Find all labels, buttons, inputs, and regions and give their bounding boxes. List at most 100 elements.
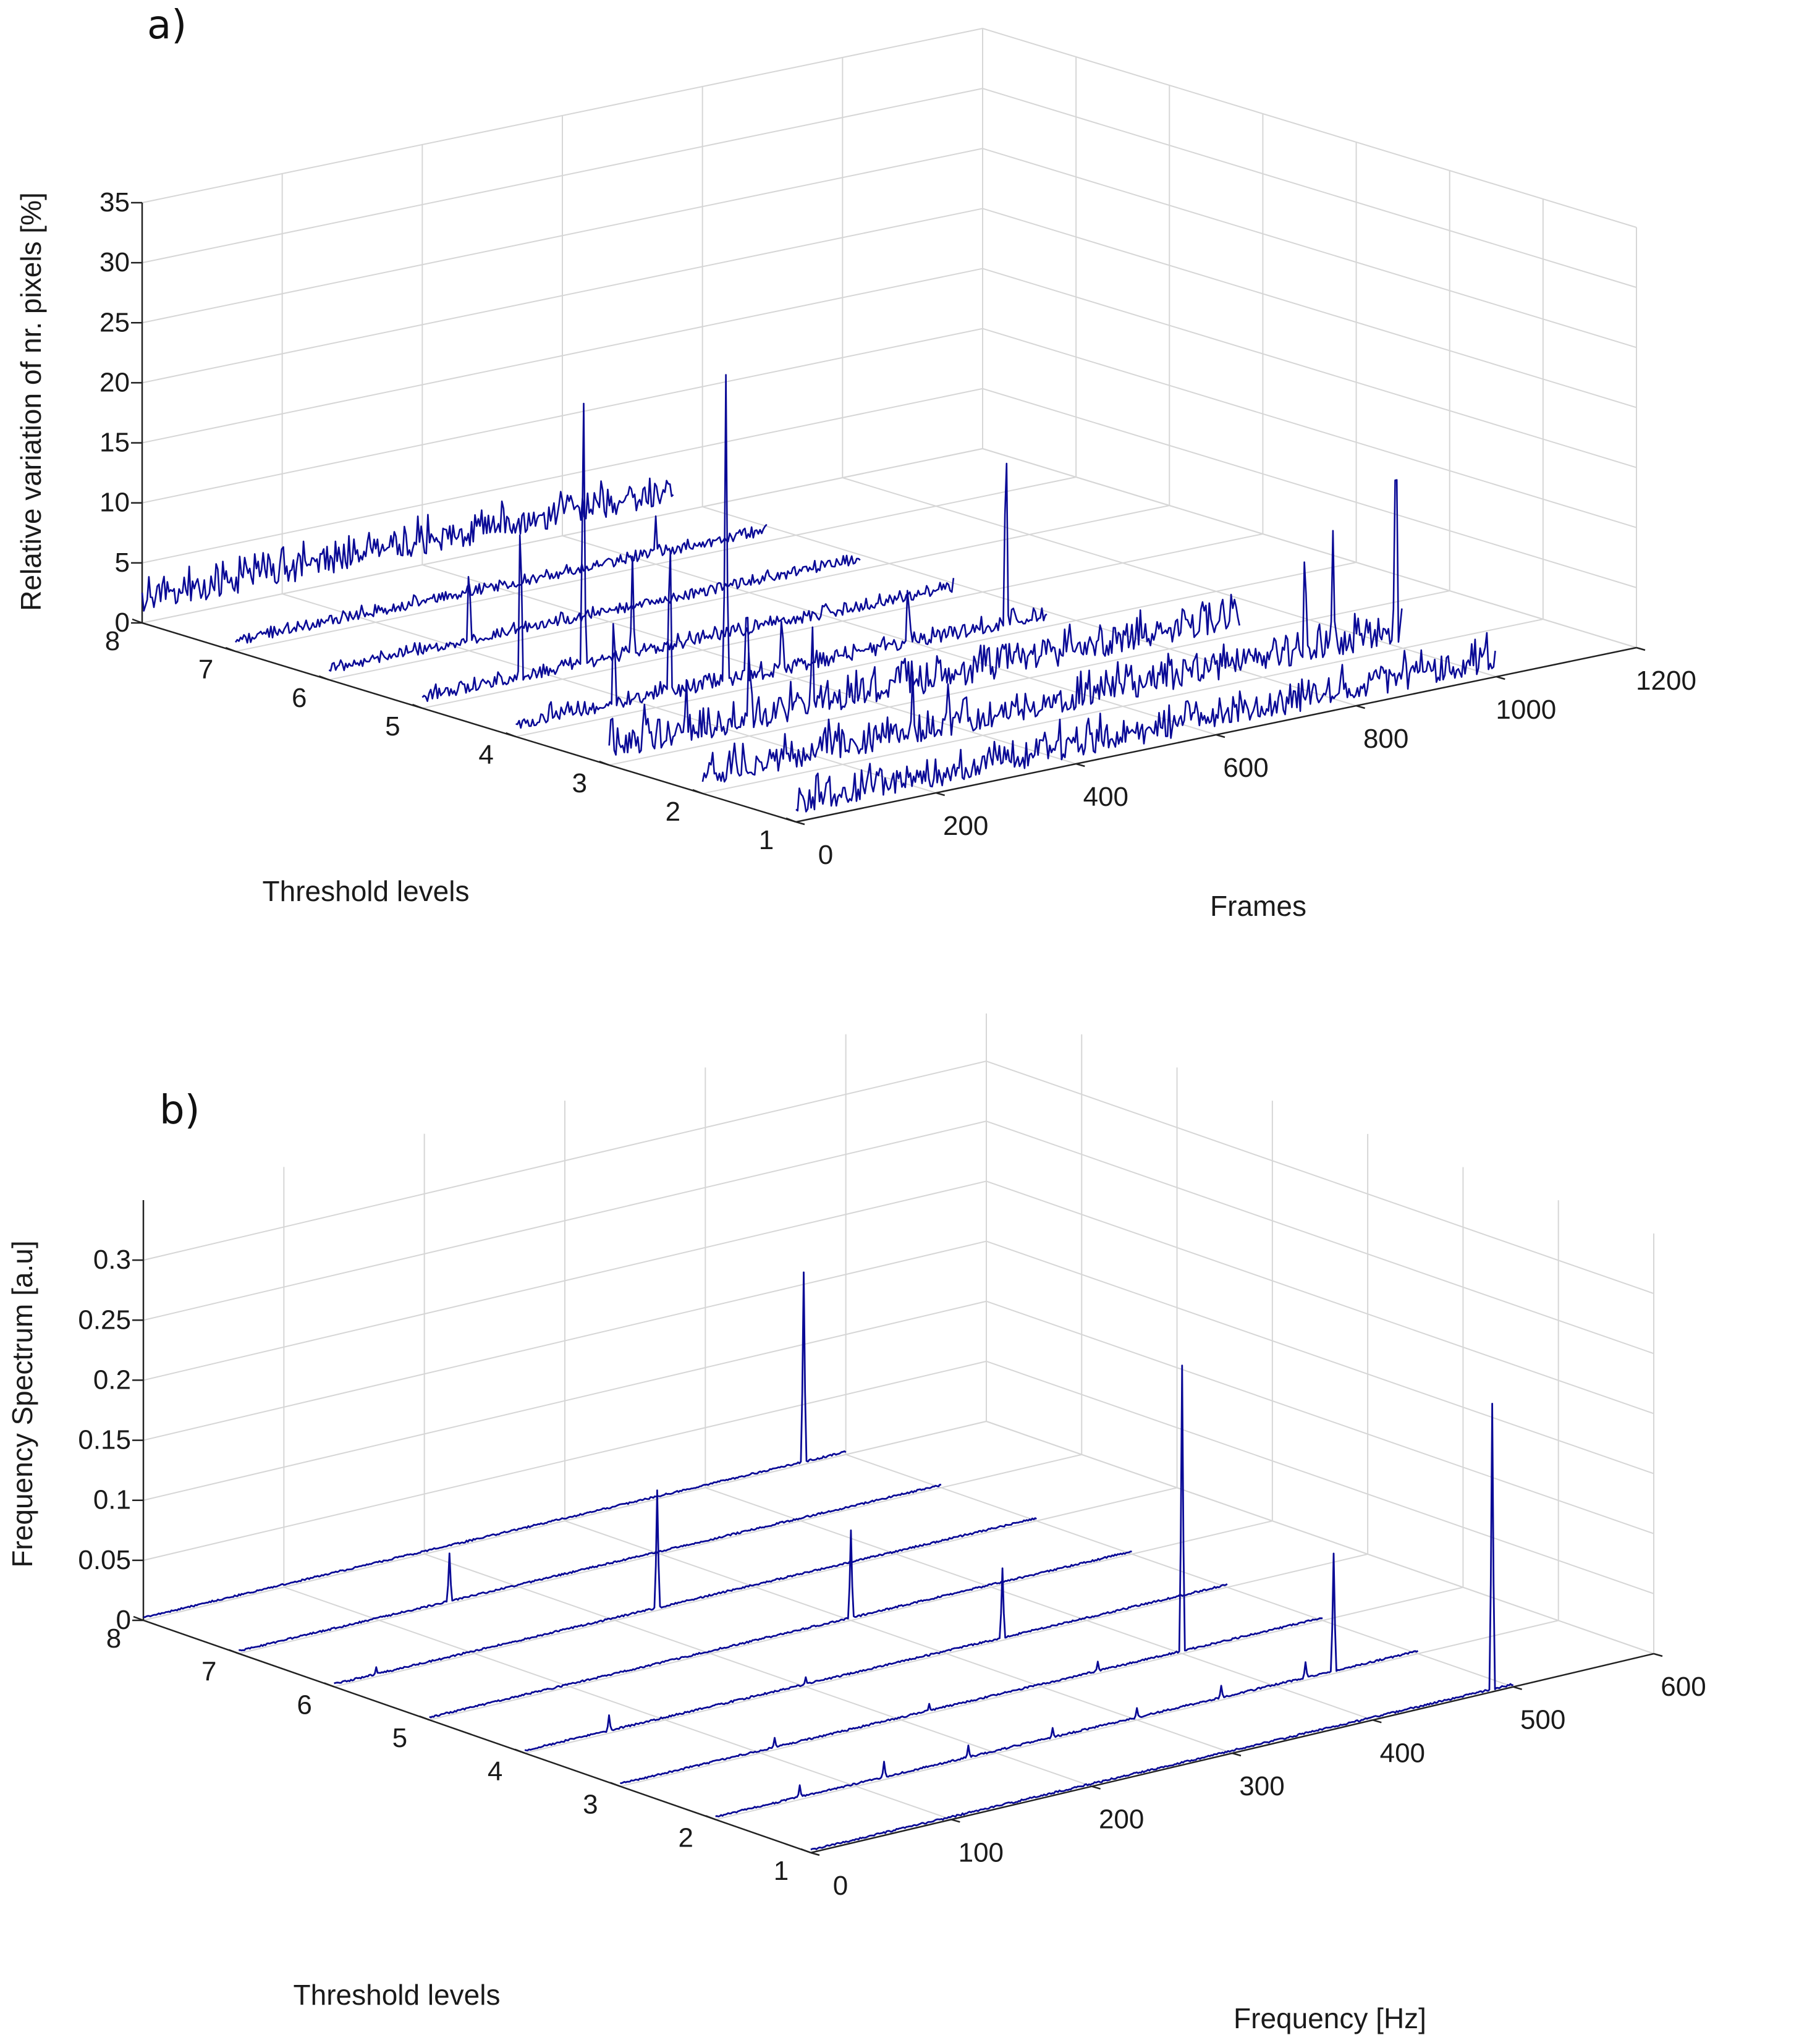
x-tick-mark [936, 792, 946, 797]
y-tick-label: 1 [759, 825, 774, 855]
z-tick-label: 0.05 [78, 1545, 131, 1575]
z-tick-label: 15 [99, 428, 130, 458]
z-tick-label: 0.15 [78, 1425, 131, 1455]
series-threshold-7 [239, 1484, 941, 1652]
x-tick-mark [1075, 763, 1085, 768]
series-threshold-1 [810, 1403, 1513, 1851]
chart-a-axes [141, 203, 1637, 823]
y-tick-label: 4 [478, 740, 493, 770]
x-tick-label: 100 [959, 1837, 1004, 1868]
chart-b-zlabel: Frequency Spectrum [a.u] [6, 1240, 38, 1567]
x-tick-mark [1372, 1719, 1382, 1724]
series-threshold-7 [235, 515, 768, 644]
z-tick-label: 25 [99, 307, 130, 337]
chart-a-relative-variation: 0200400600800100012001234567805101520253… [15, 28, 1696, 922]
y-tick-mark [225, 646, 236, 653]
chart-a-xlabel: Frames [1210, 890, 1306, 922]
x-tick-label: 1000 [1496, 695, 1556, 725]
z-tick-label: 30 [99, 247, 130, 277]
x-tick-mark [795, 821, 805, 826]
x-tick-label: 300 [1239, 1771, 1284, 1801]
series-threshold-8 [143, 1271, 847, 1618]
chart-a-ticks: 0200400600800100012001234567805101520253… [99, 187, 1696, 870]
y-tick-mark [318, 675, 329, 681]
y-tick-label: 2 [678, 1822, 693, 1853]
series-threshold-1 [795, 632, 1496, 813]
x-tick-label: 200 [1099, 1804, 1144, 1835]
y-tick-mark [324, 1682, 335, 1688]
chart-a-ylabel: Threshold levels [263, 875, 470, 907]
y-tick-label: 3 [572, 768, 586, 798]
x-tick-label: 500 [1520, 1705, 1565, 1735]
x-tick-mark [1653, 1652, 1663, 1657]
panel-label-b: b) [159, 1088, 200, 1133]
series-threshold-3 [608, 593, 1240, 756]
chart-b-frequency-spectrum: 01002003004005006001234567800.050.10.150… [6, 1013, 1706, 2034]
series-threshold-5 [421, 402, 955, 702]
z-tick-label: 0 [116, 1605, 131, 1635]
y-tick-mark [412, 703, 423, 709]
y-tick-label: 4 [488, 1756, 502, 1787]
x-tick-label: 200 [943, 811, 988, 841]
series-threshold-4 [524, 1567, 1228, 1751]
series-threshold-6 [334, 1489, 1037, 1685]
y-tick-label: 3 [583, 1790, 598, 1820]
z-tick-label: 20 [99, 367, 130, 397]
x-tick-mark [810, 1851, 820, 1856]
y-tick-label: 6 [297, 1690, 311, 1720]
y-axis-line [142, 622, 797, 823]
z-tick-label: 10 [99, 488, 130, 518]
x-tick-mark [1636, 646, 1646, 651]
y-tick-label: 8 [105, 626, 120, 656]
chart-b-ticks: 01002003004005006001234567800.050.10.150… [78, 1245, 1706, 1901]
y-tick-mark [609, 1782, 620, 1787]
x-tick-label: 0 [818, 840, 833, 870]
series-threshold-4 [515, 374, 1048, 729]
y-tick-mark [800, 1848, 811, 1854]
series-threshold-2 [715, 1552, 1419, 1817]
series-threshold-2 [701, 479, 1403, 783]
x-tick-label: 0 [833, 1871, 848, 1901]
x-tick-label: 600 [1223, 753, 1268, 783]
x-tick-mark [1216, 734, 1225, 738]
x-tick-label: 600 [1661, 1672, 1706, 1702]
series-threshold-3 [620, 1364, 1323, 1784]
y-tick-mark [599, 760, 610, 766]
x-tick-label: 400 [1380, 1738, 1425, 1768]
series-threshold-6 [328, 554, 861, 672]
chart-a-grid [142, 28, 1637, 823]
z-tick-label: 0.2 [93, 1364, 131, 1395]
x-tick-label: 400 [1083, 782, 1128, 812]
y-tick-mark [692, 789, 703, 795]
x-tick-mark [950, 1819, 960, 1823]
series-threshold-8 [141, 477, 674, 612]
z-tick-label: 0.25 [78, 1305, 131, 1335]
y-tick-label: 1 [774, 1856, 789, 1886]
x-tick-mark [1496, 675, 1505, 680]
z-tick-label: 0.3 [93, 1245, 131, 1275]
panel-label-a: a) [147, 2, 187, 48]
y-tick-label: 2 [666, 797, 680, 827]
y-tick-label: 5 [392, 1723, 407, 1753]
x-tick-mark [1091, 1785, 1101, 1790]
x-tick-label: 1200 [1636, 666, 1696, 696]
y-tick-mark [785, 817, 797, 823]
y-tick-mark [705, 1815, 716, 1821]
chart-b-series [143, 1271, 1513, 1851]
x-tick-mark [1356, 704, 1366, 709]
chart-b-ylabel: Threshold levels [294, 1979, 501, 2011]
y-tick-mark [506, 732, 517, 738]
z-tick-label: 35 [99, 187, 130, 218]
y-tick-label: 5 [385, 711, 400, 742]
z-tick-label: 0 [115, 607, 130, 638]
z-tick-label: 0.1 [93, 1485, 131, 1515]
chart-b-grid [143, 1013, 1654, 1853]
y-tick-mark [419, 1715, 430, 1721]
series-threshold-5 [429, 1529, 1132, 1719]
x-tick-label: 800 [1363, 724, 1408, 754]
z-tick-label: 5 [115, 548, 130, 578]
chart-a-zlabel: Relative variation of nr. pixels [%] [15, 192, 47, 611]
chart-b-xlabel: Frequency [Hz] [1234, 2002, 1426, 2034]
chart-a-series [141, 374, 1496, 813]
y-tick-label: 8 [106, 1623, 121, 1654]
